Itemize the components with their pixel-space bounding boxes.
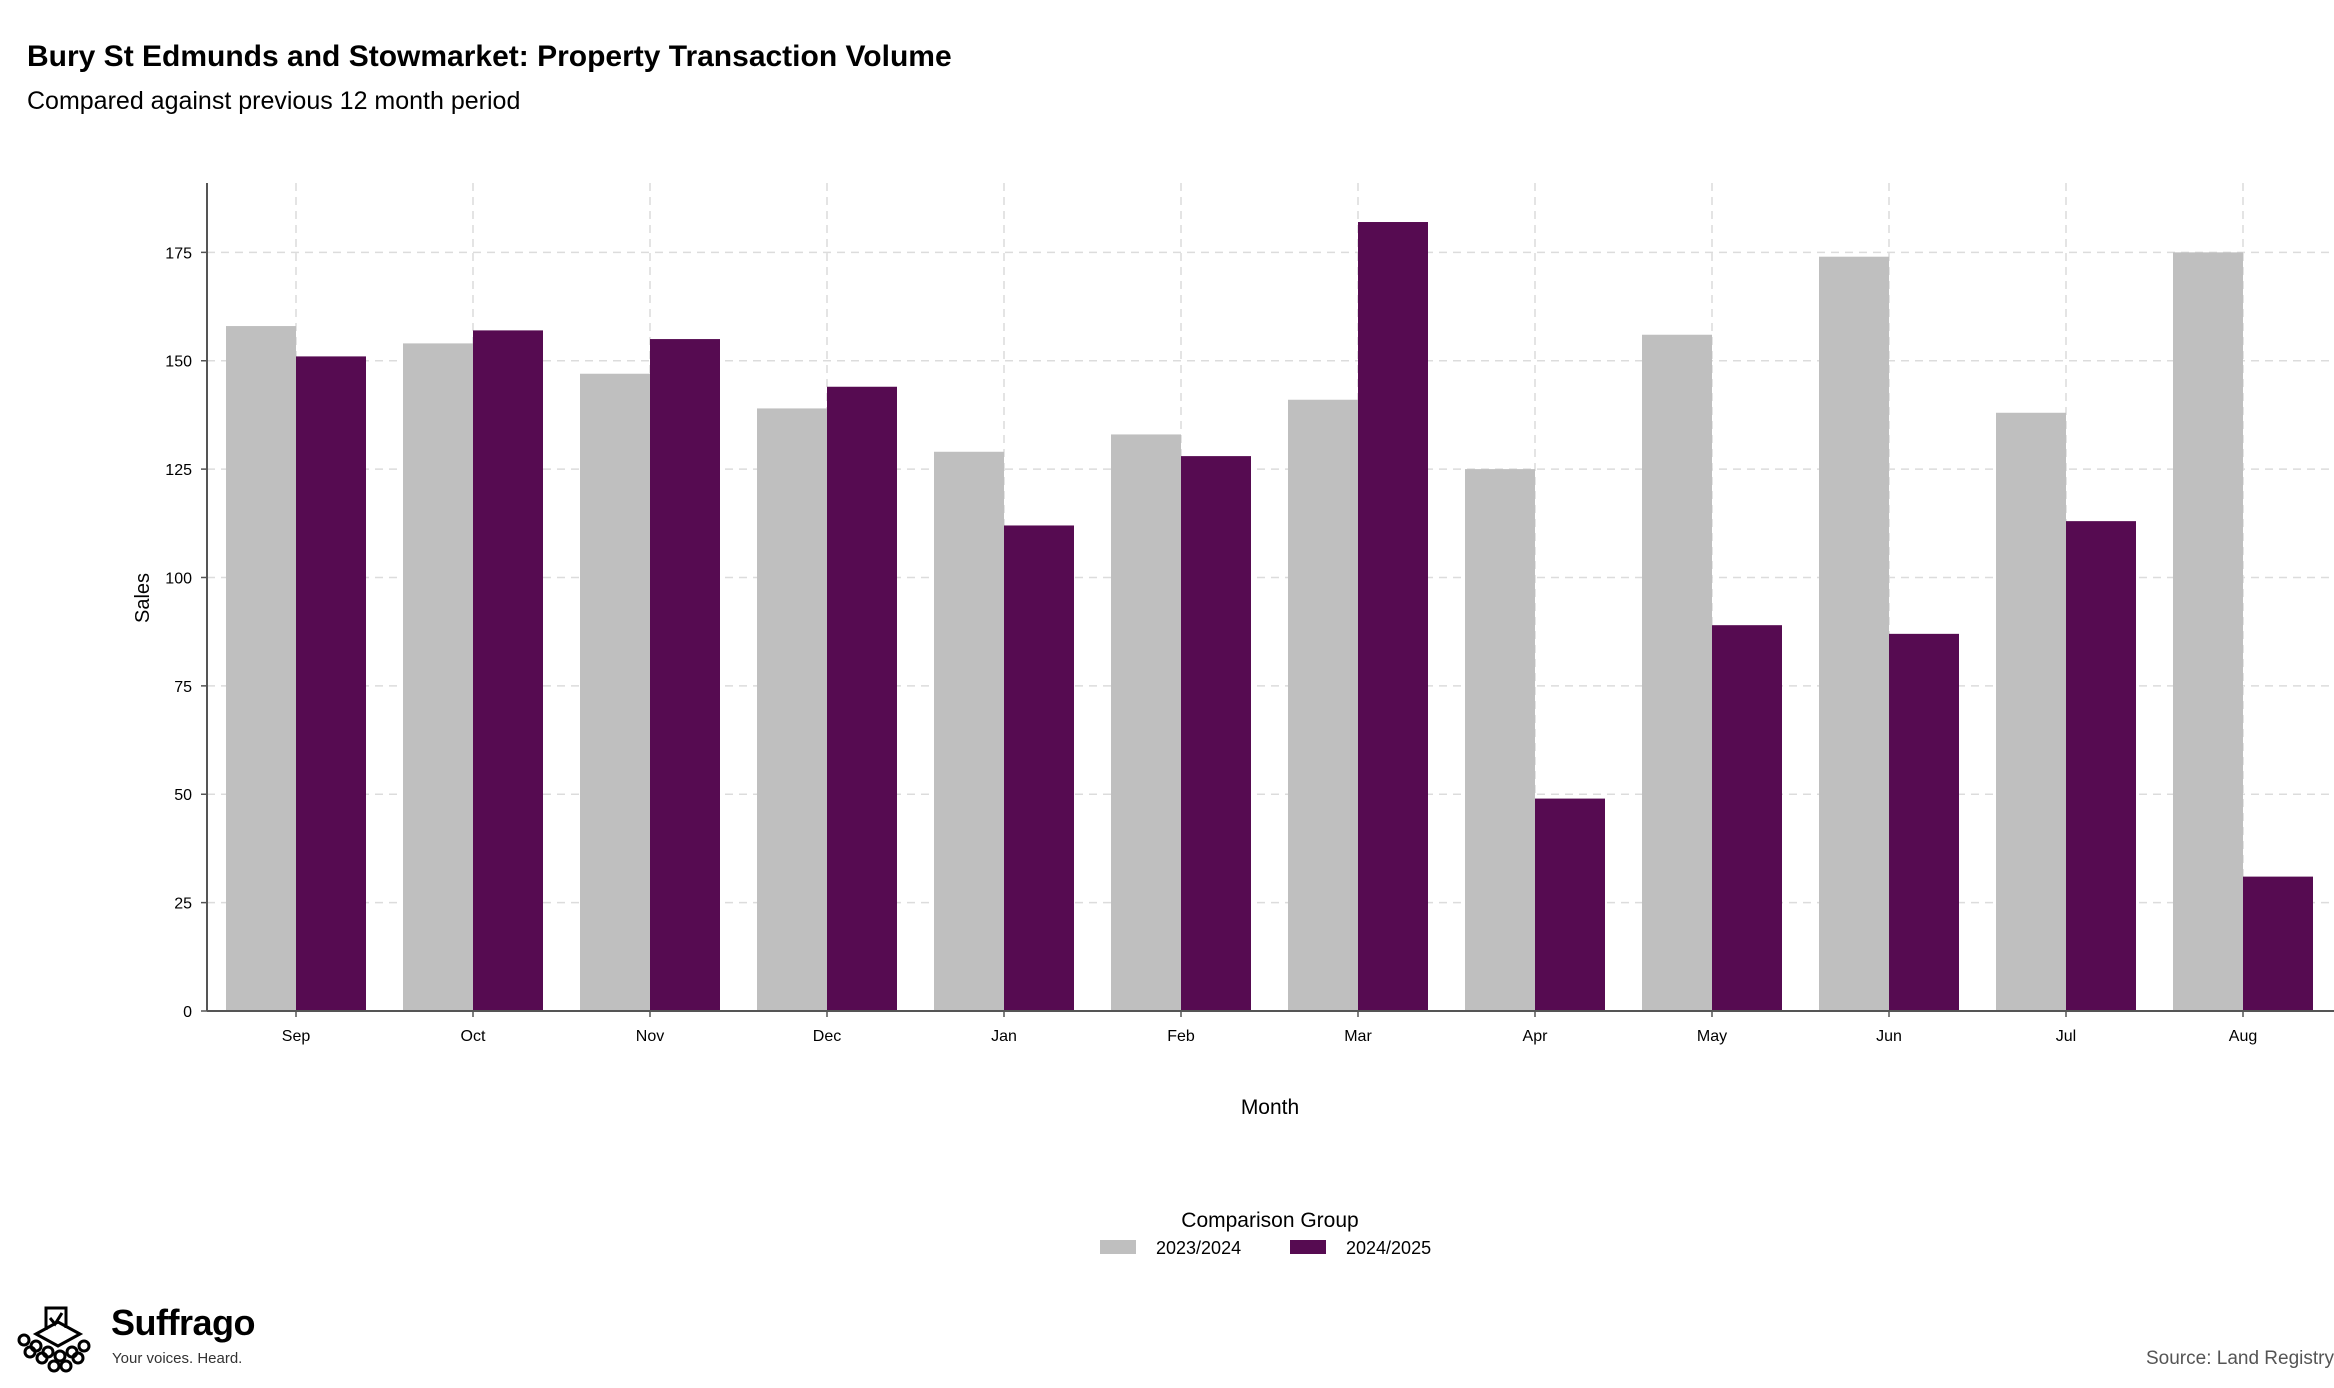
x-tick-label: Sep	[282, 1028, 311, 1045]
x-tick-label: Oct	[461, 1028, 486, 1045]
x-tick-label: Apr	[1523, 1028, 1549, 1045]
bar-2023-2024-aug	[2173, 252, 2243, 1011]
y-tick-label: 175	[165, 245, 192, 262]
bar-2023-2024-may	[1642, 334, 1712, 1011]
bars	[226, 222, 2313, 1012]
y-tick-label: 50	[174, 787, 192, 804]
x-tick-label: Aug	[2229, 1028, 2257, 1045]
x-tick-label: Nov	[636, 1028, 664, 1045]
legend-swatch	[1100, 1240, 1136, 1254]
y-tick-label: 125	[165, 462, 192, 479]
x-tick-label: Jul	[2056, 1028, 2076, 1045]
x-tick-label: Dec	[813, 1028, 841, 1045]
bar-chart: 0 25 50 75 100 125 150 175 Sep Oct Nov Dec Jan Feb Mar…	[132, 183, 2334, 1258]
bar-2024-2025-apr	[1535, 798, 1605, 1011]
bar-2024-2025-dec	[827, 386, 897, 1012]
bar-2024-2025-jul	[2066, 521, 2136, 1011]
bar-2023-2024-dec	[757, 408, 827, 1011]
bar-2024-2025-jun	[1889, 633, 1959, 1011]
bar-2023-2024-feb	[1111, 434, 1181, 1011]
bar-2024-2025-sep	[296, 356, 366, 1011]
bar-2024-2025-may	[1712, 625, 1782, 1011]
bar-2024-2025-aug	[2243, 876, 2313, 1011]
chart-subtitle: Compared against previous 12 month perio…	[27, 87, 521, 115]
bar-2023-2024-mar	[1288, 399, 1358, 1012]
tick-labels: 0 25 50 75 100 125 150 175 Sep Oct Nov Dec Jan Feb Mar…	[165, 245, 2257, 1045]
bar-2024-2025-mar	[1358, 222, 1428, 1012]
bar-2023-2024-nov	[580, 373, 650, 1011]
chart-title: Bury St Edmunds and Stowmarket: Property…	[27, 40, 952, 73]
legend: Comparison Group 2023/2024 2024/2025	[1100, 1209, 1431, 1258]
legend-swatch	[1290, 1240, 1326, 1254]
logo-name: Suffrago	[111, 1302, 256, 1343]
bar-2024-2025-nov	[650, 339, 720, 1011]
legend-label: 2024/2025	[1346, 1238, 1431, 1258]
x-tick-label: Jun	[1876, 1028, 1902, 1045]
bar-2023-2024-oct	[403, 343, 473, 1011]
y-tick-label: 25	[174, 896, 192, 913]
source-note: Source: Land Registry	[2146, 1348, 2334, 1369]
bar-2024-2025-feb	[1181, 456, 1251, 1011]
bar-2023-2024-sep	[226, 326, 296, 1011]
y-tick-label: 100	[165, 570, 192, 587]
x-axis-label: Month	[1241, 1096, 1299, 1119]
bar-2024-2025-jan	[1004, 525, 1074, 1011]
bar-2023-2024-jul	[1996, 412, 2066, 1011]
legend-label: 2023/2024	[1156, 1238, 1241, 1258]
x-tick-label: May	[1697, 1028, 1727, 1045]
bar-2023-2024-apr	[1465, 469, 1535, 1011]
ballot-box-icon	[17, 1306, 91, 1373]
x-tick-label: Feb	[1167, 1028, 1195, 1045]
axes	[201, 183, 2334, 1017]
y-tick-label: 150	[165, 354, 192, 371]
legend-title: Comparison Group	[1181, 1209, 1358, 1232]
y-axis-label: Sales	[132, 573, 154, 623]
logo-tagline: Your voices. Heard.	[112, 1350, 243, 1367]
bar-2023-2024-jan	[934, 451, 1004, 1011]
suffrago-logo: Suffrago Your voices. Heard.	[14, 1300, 274, 1380]
x-tick-label: Jan	[991, 1028, 1017, 1045]
x-tick-label: Mar	[1344, 1028, 1372, 1045]
y-tick-label: 75	[174, 679, 192, 696]
bar-2024-2025-oct	[473, 330, 543, 1011]
bar-2023-2024-jun	[1819, 256, 1889, 1011]
y-tick-label: 0	[183, 1004, 192, 1021]
